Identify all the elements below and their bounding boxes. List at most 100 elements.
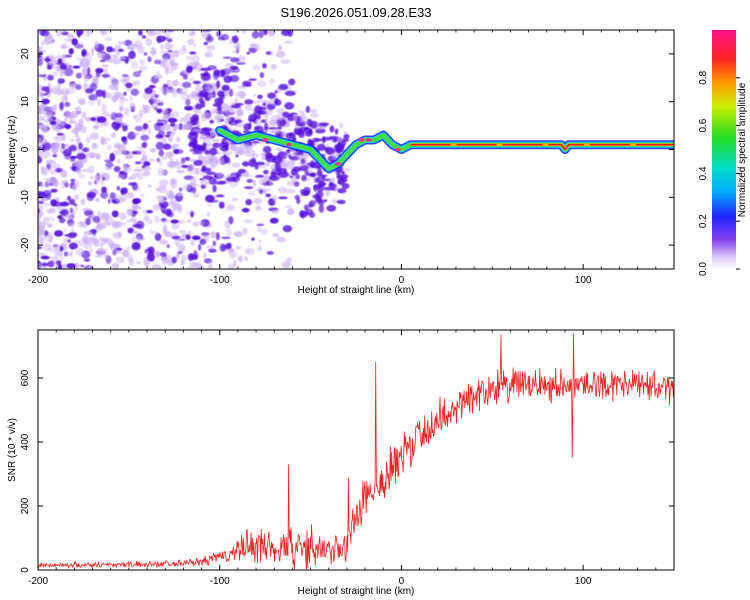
spectrogram-blob-strong [114, 112, 123, 118]
spectrogram-blob-strong [200, 100, 206, 108]
spectrogram-blob-weak [69, 138, 75, 142]
spectrogram-blob-weak [245, 103, 252, 111]
spectrogram-blob-strong [101, 73, 110, 78]
spectrogram-blob-strong [218, 201, 225, 209]
spectrogram-blob-weak [226, 204, 235, 212]
spectrogram-blob-weak [142, 107, 148, 114]
spectrogram-blob-strong [170, 122, 176, 127]
spectrogram-blob-weak [79, 72, 87, 75]
spectrogram-blob-strong [206, 171, 216, 175]
spectrogram-blob-weak [53, 135, 63, 142]
spectrogram-blob-weak [150, 148, 157, 153]
spectrogram-blob-weak [49, 55, 55, 64]
spectrogram-blob-strong [178, 187, 183, 192]
spectrogram-blob-weak [64, 117, 68, 122]
spectrogram-blob-weak [132, 236, 139, 243]
spectrogram-blob-strong [38, 58, 44, 66]
spectrogram-blob-weak [166, 261, 174, 266]
spectrogram-blob-weak [243, 145, 250, 154]
colorbar-label: Normalized spectral amplitude [737, 82, 748, 217]
spectrogram-blob-weak [328, 177, 335, 182]
spectrogram-blob-strong [195, 103, 203, 110]
spectrogram-blob-weak [38, 184, 46, 188]
spectrogram-blob-weak [206, 212, 211, 217]
spectrogram-blob-weak [81, 111, 87, 119]
spectrogram-blob-strong [38, 245, 43, 250]
spectrogram-blob-weak [170, 62, 179, 71]
spectrogram-y-tick-label: 10 [20, 96, 31, 108]
spectrogram-blob-strong [156, 157, 161, 163]
spectrogram-y-label: Frequency (Hz) [7, 116, 18, 185]
spectrogram-blob-strong [293, 127, 302, 135]
colorbar-tick-label: 0.0 [698, 262, 709, 276]
spectrogram-blob-strong [343, 134, 350, 140]
spectrogram-blob-weak [182, 184, 191, 191]
spectrogram-blob-weak [297, 110, 307, 114]
spectrogram-blob-weak [117, 231, 122, 238]
spectrogram-blob-weak [101, 238, 111, 243]
spectrogram-blob-weak [332, 198, 338, 204]
spectrogram-blob-strong [49, 120, 57, 126]
spectrogram-blob-weak [77, 173, 86, 179]
spectrogram-blob-weak [177, 219, 185, 225]
spectrogram-blob-weak [286, 257, 292, 264]
spectrogram-blob-weak [61, 95, 69, 102]
spectrogram-blob-weak [224, 63, 234, 68]
spectrogram-blob-strong [198, 146, 207, 153]
spectrogram-blob-weak [89, 132, 99, 140]
spectrogram-blob-strong [284, 102, 295, 110]
colorbar-tick-label: 0.8 [698, 70, 709, 84]
spectrogram-blob-strong [288, 154, 292, 159]
spectrogram-blob-weak [152, 204, 161, 211]
spectrogram-blob-strong [131, 182, 138, 191]
spectrogram-blob-strong [333, 143, 345, 151]
spectrogram-blob-weak [109, 76, 115, 80]
spectrogram-blob-strong [266, 251, 274, 255]
spectrogram-blob-strong [166, 244, 170, 249]
spectrogram-blob-strong [215, 194, 225, 198]
spectrogram-blob-weak [180, 91, 189, 101]
spectrogram-blob-strong [76, 152, 86, 160]
snr-plot-area [38, 330, 674, 570]
spectrogram-blob-strong [82, 147, 90, 153]
spectrogram-blob-weak [83, 230, 92, 236]
spectrogram-blob-weak [261, 154, 267, 161]
spectrogram-blob-weak [225, 228, 233, 237]
spectrogram-blob-weak [100, 30, 108, 36]
spectrogram-blob-strong [248, 114, 258, 123]
spectrogram-blob-weak [228, 249, 238, 259]
spectrogram-blob-weak [75, 57, 83, 61]
spectrogram-blob-weak [285, 161, 295, 170]
spectrogram-blob-weak [159, 50, 169, 54]
spectrogram-blob-strong [245, 198, 253, 206]
spectrogram-blob-weak [134, 44, 139, 47]
spectrogram-blob-strong [318, 199, 325, 207]
spectrogram-blob-weak [208, 164, 216, 170]
spectrogram-blob-strong [326, 204, 337, 212]
spectrogram-blob-strong [170, 219, 179, 224]
spectrogram-blob-strong [230, 57, 240, 63]
spectrogram-blob-weak [190, 239, 196, 246]
spectrogram-blob-weak [38, 236, 44, 244]
spectrogram-blob-strong [222, 56, 233, 59]
spectrogram-blob-weak [205, 245, 216, 249]
spectrogram-blob-weak [264, 188, 271, 192]
spectrogram-blob-strong [66, 263, 76, 269]
spectrogram-blob-strong [95, 67, 104, 74]
spectrogram-blob-weak [161, 156, 168, 161]
spectrogram-blob-strong [166, 38, 173, 43]
spectrogram-blob-strong [73, 232, 78, 238]
spectrogram-blob-strong [225, 142, 229, 151]
spectrogram-blob-strong [61, 143, 66, 150]
spectrogram-blob-weak [231, 197, 239, 202]
colorbar-tick-label: 0.6 [698, 118, 709, 132]
spectrogram-blob-strong [38, 155, 43, 164]
spectrogram-blob-weak [225, 115, 231, 120]
spectrogram-blob-weak [250, 43, 257, 49]
spectrogram-blob-strong [59, 211, 67, 214]
spectrogram-blob-weak [74, 126, 81, 133]
spectrogram-blob-strong [186, 65, 193, 74]
spectrogram-blob-strong [332, 139, 338, 143]
spectrogram-blob-weak [207, 93, 215, 99]
